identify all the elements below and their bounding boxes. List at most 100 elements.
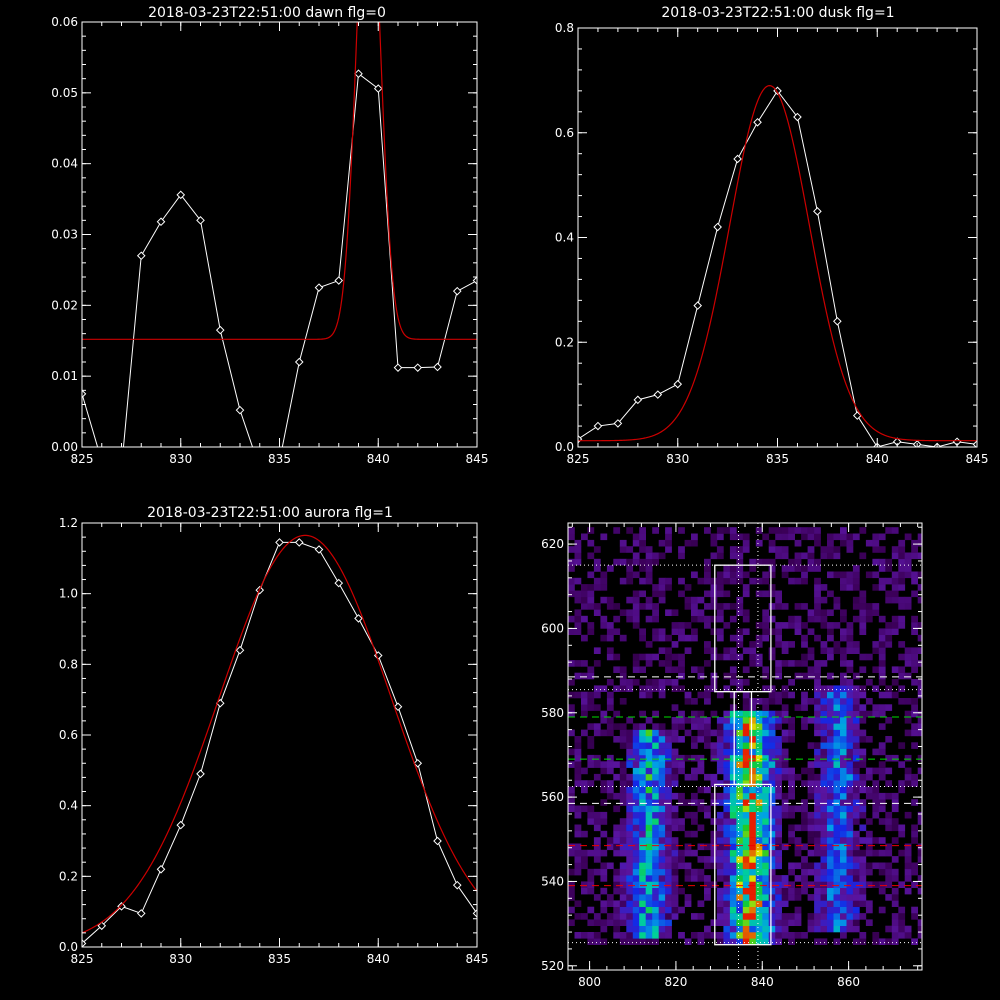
image-pixel [632,723,640,730]
image-pixel [736,754,744,762]
image-pixel [658,843,666,851]
image-pixel [619,900,627,907]
image-pixel [613,685,621,692]
image-pixel [619,723,627,730]
image-pixel [762,672,770,680]
image-pixel [917,571,922,579]
image-pixel [729,672,737,680]
image-pixel [762,628,770,635]
image-pixel [781,919,789,926]
dusk-data-point [852,411,862,420]
image-pixel [606,767,614,775]
image-pixel [840,818,847,825]
image-pixel [691,596,698,604]
image-pixel [794,887,802,895]
image-pixel [898,546,906,553]
image-pixel [581,881,588,888]
dusk-ytick-label: 0.0 [555,440,574,454]
image-pixel [723,792,731,800]
image-pixel [762,818,770,825]
image-pixel [645,729,653,737]
image-pixel [872,584,880,591]
image-pixel [833,919,841,926]
image-pixel [768,925,776,933]
image-pixel [704,647,711,654]
image-pixel [904,843,912,851]
image-pixel [820,615,828,623]
image-pixel [820,811,828,819]
image-pixel [729,856,737,863]
image-pixel [574,761,582,768]
image-pixel [755,717,763,724]
image-pixel [639,849,646,857]
dawn-plot-area [82,22,477,447]
image-pixel [827,736,834,743]
image-pixel [788,913,795,920]
image-pixel [820,868,828,876]
image-pixel [652,925,659,933]
image-pixel [775,622,782,629]
image-pixel [814,913,821,920]
image-pixel [723,729,731,737]
image-pixel [691,628,698,635]
image-pixel [658,900,666,907]
image-pixel [593,754,601,762]
image-pixel [827,704,834,711]
image-pixel [626,919,634,926]
image-pixel [781,717,789,724]
image-pixel [788,622,795,629]
image-pixel [788,824,795,832]
image-pixel [820,704,828,711]
image-pixel [581,634,588,642]
image-pixel [814,634,821,642]
image-pixel [749,805,757,813]
image-pixel [833,837,841,844]
image-pixel [885,628,893,635]
image-pixel [820,552,828,560]
image-pixel [801,856,808,863]
image-pixel [639,628,646,635]
image-pixel [755,862,763,870]
image-pixel [716,609,724,616]
aurora-data-point [196,769,205,779]
image-pixel [729,710,737,718]
image-pixel [768,729,776,737]
image-pixel [691,666,698,673]
image-pixel [859,596,867,604]
image-pixel [749,653,757,661]
image-pixel [775,837,782,844]
dusk-title: 2018-03-23T22:51:00 dusk flg=1 [661,5,894,21]
image-pixel [613,761,621,768]
image-pixel [768,527,776,534]
image-pixel [606,691,614,699]
image-pixel [755,830,763,838]
image-pixel [781,710,789,718]
image-pixel [665,824,672,832]
image-pixel [665,736,672,743]
dawn-fit-curve [82,22,477,340]
image-pixel [852,837,860,844]
image-pixel [671,723,679,730]
image-pixel [840,767,847,775]
image-pixel [904,773,912,781]
image-pixel [917,849,922,857]
image-pixel [606,622,614,629]
image-pixel [840,723,847,730]
image-pixel [833,830,841,838]
image-pixel [807,824,815,832]
image-pixel [755,919,763,926]
image-pixel [852,615,860,623]
image-pixel [762,780,770,787]
image-pixel [574,849,582,857]
image-pixel [885,894,893,901]
image-pixel [639,862,646,870]
image-pixel [587,628,595,635]
image-pixel [574,742,582,749]
image-pixel [846,868,854,876]
image-pixel [762,773,770,781]
image-pixel [645,571,653,579]
image-pixel [645,754,653,762]
image-pixel [632,894,640,901]
aurora-ytick-label: 0.0 [59,940,78,954]
image-pixel [671,837,679,844]
